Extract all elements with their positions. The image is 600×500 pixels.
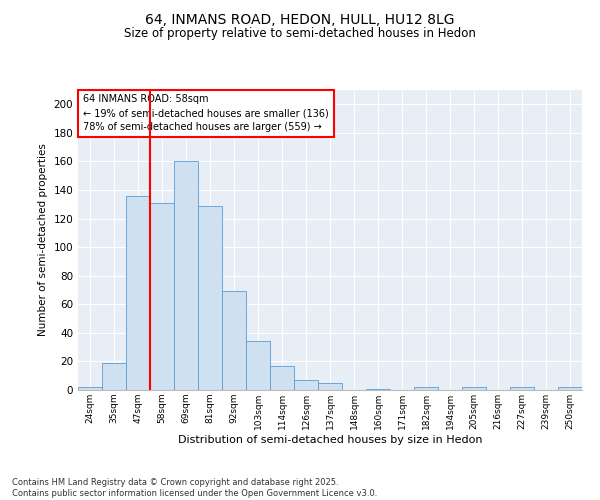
Bar [198,206,222,390]
Bar [270,366,294,390]
Text: 64 INMANS ROAD: 58sqm
← 19% of semi-detached houses are smaller (136)
78% of sem: 64 INMANS ROAD: 58sqm ← 19% of semi-deta… [83,94,329,132]
Bar [174,162,198,390]
Bar [78,387,102,390]
Bar [414,387,438,390]
X-axis label: Distribution of semi-detached houses by size in Hedon: Distribution of semi-detached houses by … [178,434,482,444]
Text: 64, INMANS ROAD, HEDON, HULL, HU12 8LG: 64, INMANS ROAD, HEDON, HULL, HU12 8LG [145,12,455,26]
Bar [102,363,126,390]
Y-axis label: Number of semi-detached properties: Number of semi-detached properties [38,144,48,336]
Bar [462,387,486,390]
Text: Contains HM Land Registry data © Crown copyright and database right 2025.
Contai: Contains HM Land Registry data © Crown c… [12,478,377,498]
Bar [366,388,390,390]
Bar [558,387,582,390]
Bar [126,196,150,390]
Text: Size of property relative to semi-detached houses in Hedon: Size of property relative to semi-detach… [124,28,476,40]
Bar [150,203,174,390]
Bar [294,380,318,390]
Bar [318,383,342,390]
Bar [246,342,270,390]
Bar [222,292,246,390]
Bar [510,387,534,390]
